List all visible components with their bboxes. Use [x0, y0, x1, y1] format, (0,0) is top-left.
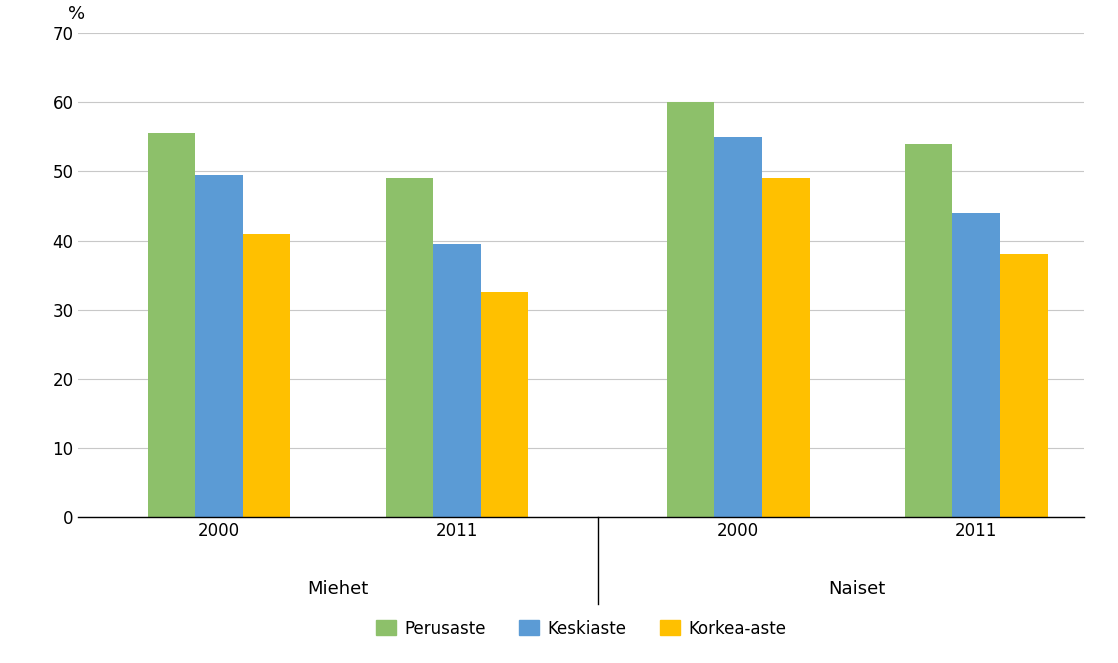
Legend: Perusaste, Keskiaste, Korkea-aste: Perusaste, Keskiaste, Korkea-aste: [370, 613, 793, 644]
Text: Miehet: Miehet: [307, 580, 369, 598]
Text: Naiset: Naiset: [828, 580, 885, 598]
Bar: [433, 244, 481, 517]
Bar: [386, 178, 433, 517]
Bar: [148, 133, 196, 517]
Bar: [666, 102, 714, 517]
Bar: [243, 233, 291, 517]
Text: %: %: [68, 5, 85, 23]
Bar: [481, 292, 529, 517]
Bar: [953, 213, 1001, 517]
Bar: [762, 178, 809, 517]
Bar: [904, 144, 953, 517]
Bar: [1001, 255, 1048, 517]
Bar: [714, 137, 762, 517]
Bar: [196, 175, 243, 517]
